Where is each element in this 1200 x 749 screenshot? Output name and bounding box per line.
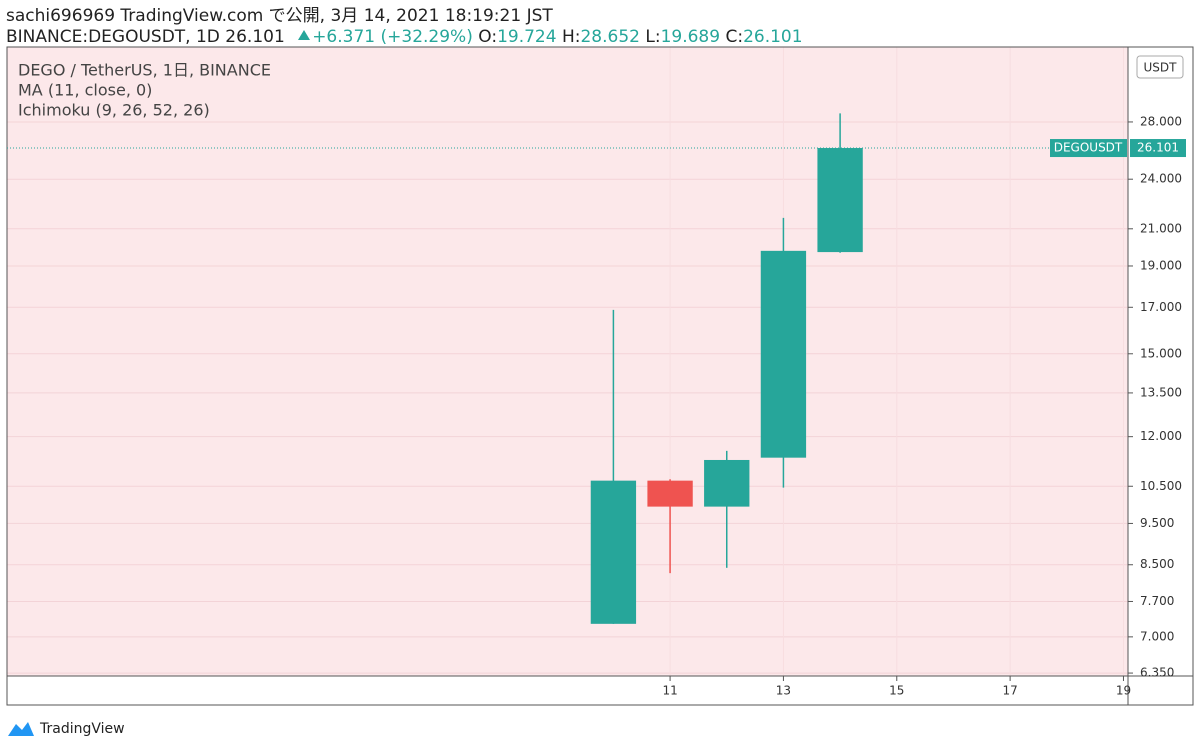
symbol-tag-label: DEGOUSDT [1054, 141, 1123, 155]
close-value: 26.101 [743, 27, 802, 47]
open-label: O: [478, 27, 497, 47]
grid [7, 47, 1128, 676]
low-value: 19.689 [661, 27, 720, 47]
change: +6.371 (+32.29%) [312, 27, 473, 47]
y-tick-label: 12.000 [1140, 429, 1182, 443]
brand-logo [8, 722, 34, 736]
candle-body [704, 459, 750, 507]
candle-body [590, 480, 637, 624]
y-tick-label: 13.500 [1140, 385, 1182, 399]
symbol: BINANCE:DEGOUSDT, 1D [6, 27, 220, 47]
open-value: 19.724 [497, 27, 556, 47]
x-tick-label: 15 [889, 684, 904, 698]
last-price: 26.101 [225, 27, 284, 47]
candle-body [647, 480, 693, 507]
header-quote: BINANCE:DEGOUSDT, 1D 26.101 +6.371 (+32.… [6, 27, 803, 47]
y-tick-label: 7.000 [1140, 629, 1174, 643]
y-tick-label: 24.000 [1140, 172, 1182, 186]
y-tick-label: 8.500 [1140, 557, 1174, 571]
currency: USDT [1144, 61, 1178, 75]
x-tick-label: 17 [1002, 684, 1017, 698]
currency-box[interactable] [1136, 55, 1184, 79]
brand: TradingView [39, 721, 125, 737]
y-tick-label: 21.000 [1140, 221, 1182, 235]
y-tick-label: 9.500 [1140, 516, 1174, 530]
y-tick-label: 7.700 [1140, 594, 1174, 608]
high-value: 28.652 [580, 27, 639, 47]
high-label: H: [562, 27, 581, 47]
candle-body [817, 148, 863, 253]
x-tick-label: 11 [662, 684, 677, 698]
close-label: C: [725, 27, 743, 47]
price-tag-label: 26.101 [1137, 141, 1179, 155]
y-tick-label: 19.000 [1140, 258, 1182, 272]
low-label: L: [645, 27, 660, 47]
y-tick-label: 10.500 [1140, 479, 1182, 493]
legend-ichimoku: Ichimoku (9, 26, 52, 26) [18, 101, 210, 120]
y-tick-label: 28.000 [1140, 114, 1182, 128]
y-tick-label: 15.000 [1140, 346, 1182, 360]
symbol-tag [1050, 139, 1127, 158]
legend-ma: MA (11, close, 0) [18, 81, 152, 100]
up-arrow [298, 30, 310, 40]
price-tag [1130, 139, 1186, 158]
frame [6, 46, 1194, 706]
x-tick-label: 13 [776, 684, 791, 698]
y-tick-label: 17.000 [1140, 300, 1182, 314]
legend-symbol: DEGO / TetherUS, 1日, BINANCE [18, 61, 271, 80]
header-title: sachi696969 TradingView.com で公開, 3月 14, … [6, 6, 553, 26]
y-tick-label: 6.350 [1140, 666, 1174, 680]
candle-body [760, 250, 807, 458]
x-tick-label: 19 [1116, 684, 1131, 698]
plot-background [7, 47, 1128, 676]
